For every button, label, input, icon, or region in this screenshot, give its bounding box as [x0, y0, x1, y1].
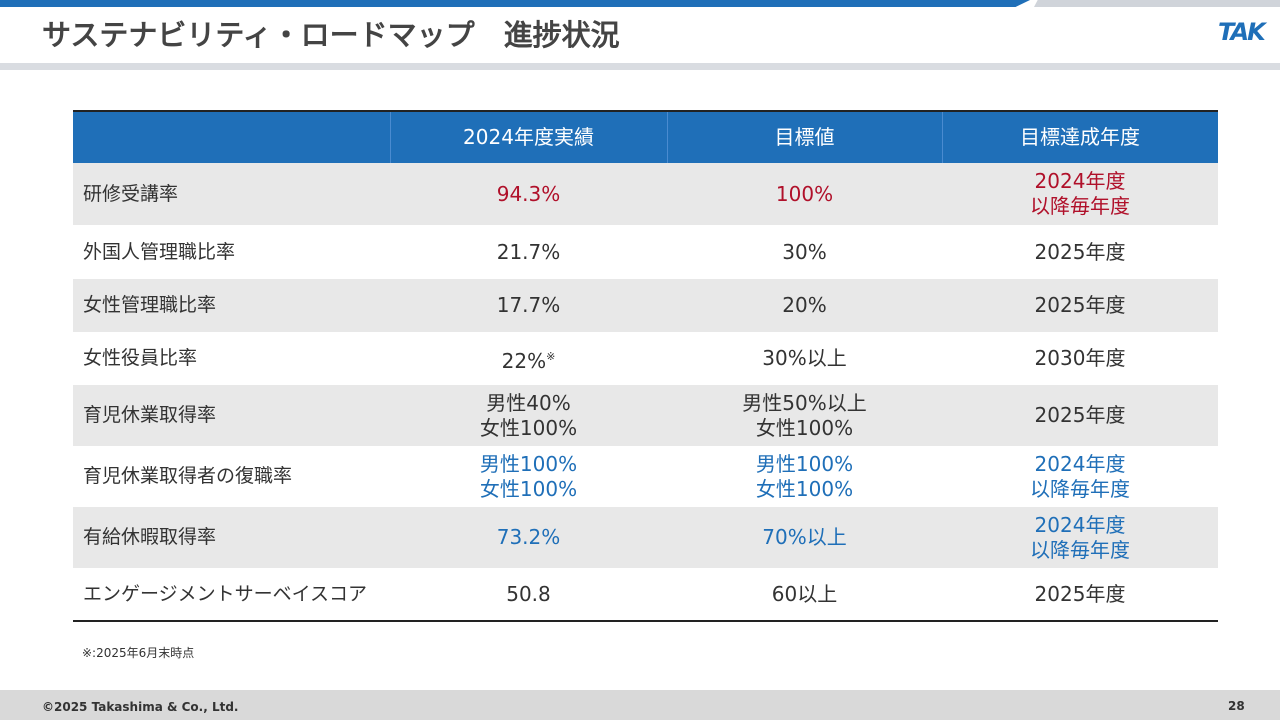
table-cell: 21.7%: [390, 225, 667, 279]
table-cell: 70%以上: [667, 507, 942, 568]
cell-text: 女性100%: [755, 415, 854, 440]
table-row: 育児休業取得者の復職率 男性100% 女性100% 男性100% 女性100% 2024年…: [73, 446, 1218, 507]
cell-text: 17.7%: [496, 293, 561, 317]
table-cell: 2025年度: [942, 385, 1218, 446]
table-cell: 2024年度 以降毎年度: [942, 446, 1218, 507]
cell-text: 2024年度: [1034, 169, 1126, 193]
row-label: 有給休暇取得率: [83, 526, 217, 548]
row-label: 研修受講率: [83, 182, 179, 205]
footnote: ※:2025年6月末時点: [82, 646, 195, 660]
table-cell: 2024年度 以降毎年度: [942, 507, 1218, 568]
cell-text: 100%: [775, 181, 834, 206]
table-cell: 30%: [667, 225, 942, 279]
cell-text: 以降毎年度: [1030, 194, 1130, 218]
row-label: 外国人管理職比率: [83, 240, 236, 263]
table-cell: 2030年度: [942, 332, 1218, 385]
cell-text: 94.3%: [496, 181, 561, 206]
footer-bar: [0, 690, 1280, 720]
cell-text: 男性40%: [486, 390, 571, 415]
table-cell: 2025年度: [942, 568, 1218, 620]
column-divider: [942, 112, 943, 163]
cell-text: 22%※: [501, 348, 556, 373]
column-header: 目標値: [774, 125, 835, 149]
row-label: 女性管理職比率: [83, 294, 217, 316]
table-row: エンゲージメントサーベイスコア 50.8 60以上 2025年度: [73, 568, 1218, 620]
column-header: 2024年度実績: [463, 125, 594, 149]
cell-text: 2025年度: [1034, 293, 1126, 317]
table-cell: 20%: [667, 279, 942, 332]
table: 2024年度実績 目標値 目標達成年度研修受講率 94.3% 100% 2024年度 以降毎…: [73, 110, 1218, 622]
table-bottom-rule: [73, 620, 1218, 622]
column-divider: [390, 112, 391, 163]
table-row: 女性役員比率 22%※ 30%以上 2030年度: [73, 332, 1218, 385]
top-bar: [0, 0, 1030, 7]
table-row: 外国人管理職比率 21.7% 30% 2025年度: [73, 225, 1218, 279]
table-cell: 男性100% 女性100%: [390, 446, 667, 507]
cell-text: 2025年度: [1034, 239, 1126, 264]
cell-text: 以降毎年度: [1030, 537, 1130, 562]
row-label: エンゲージメントサーベイスコア: [83, 582, 368, 605]
table-cell: 22%※: [390, 332, 667, 385]
table-cell: 60以上: [667, 568, 942, 620]
cell-text: 30%以上: [762, 346, 847, 370]
table-cell: 73.2%: [390, 507, 667, 568]
cell-text: 男性50%以上: [742, 390, 867, 415]
cell-text: 50.8: [506, 581, 551, 606]
cell-text: 2024年度: [1034, 512, 1126, 537]
column-divider: [667, 112, 668, 163]
cell-text: 60以上: [771, 581, 838, 606]
column-header: 目標達成年度: [1020, 125, 1140, 149]
table-row: 有給休暇取得率 73.2% 70%以上 2024年度 以降毎年度: [73, 507, 1218, 568]
table-cell: 2024年度 以降毎年度: [942, 163, 1218, 225]
cell-text: 2030年度: [1034, 346, 1126, 370]
table-cell: 2025年度: [942, 279, 1218, 332]
cell-text: 70%以上: [762, 525, 847, 549]
cell-text: 男性100%: [755, 451, 854, 476]
cell-text: 2025年度: [1034, 581, 1126, 606]
table-cell: 100%: [667, 163, 942, 225]
row-label: 女性役員比率: [83, 347, 198, 369]
table-cell: 30%以上: [667, 332, 942, 385]
top-bar-gray: [1034, 0, 1280, 7]
row-label: 育児休業取得者の復職率: [83, 465, 293, 487]
table-cell: 男性50%以上 女性100%: [667, 385, 942, 446]
cell-text: 30%: [782, 239, 827, 264]
table-row: 女性管理職比率 17.7% 20% 2025年度: [73, 279, 1218, 332]
page-number: 28: [1228, 699, 1245, 713]
title: サステナビリティ・ロードマップ 進捗状況: [42, 18, 620, 52]
table-cell: 男性40% 女性100%: [390, 385, 667, 446]
table-row: 研修受講率 94.3% 100% 2024年度 以降毎年度: [73, 163, 1218, 225]
cell-text: 女性100%: [755, 476, 854, 501]
cell-text: 73.2%: [496, 525, 561, 549]
cell-text: 女性100%: [479, 415, 578, 440]
table-cell: 2025年度: [942, 225, 1218, 279]
cell-text: 男性100%: [479, 451, 578, 476]
cell-text: 以降毎年度: [1030, 476, 1130, 501]
table-cell: 17.7%: [390, 279, 667, 332]
table-cell: 94.3%: [390, 163, 667, 225]
cell-text: 21.7%: [496, 239, 561, 264]
cell-text: 20%: [782, 293, 827, 317]
cell-text: 2024年度: [1034, 451, 1126, 476]
table-header: 2024年度実績 目標値 目標達成年度: [73, 110, 1218, 163]
header-rule: [0, 63, 1280, 70]
copyright: ©2025 Takashima & Co., Ltd.: [42, 700, 239, 714]
table-cell: 50.8: [390, 568, 667, 620]
logo: TAK: [1218, 18, 1266, 46]
note-mark: ※: [546, 349, 556, 363]
cell-text: 女性100%: [479, 476, 578, 501]
table-row: 育児休業取得率 男性40% 女性100% 男性50%以上 女性100% 2025年度: [73, 385, 1218, 446]
table-cell: 男性100% 女性100%: [667, 446, 942, 507]
row-label: 育児休業取得率: [83, 404, 217, 426]
cell-text: 2025年度: [1034, 403, 1126, 427]
